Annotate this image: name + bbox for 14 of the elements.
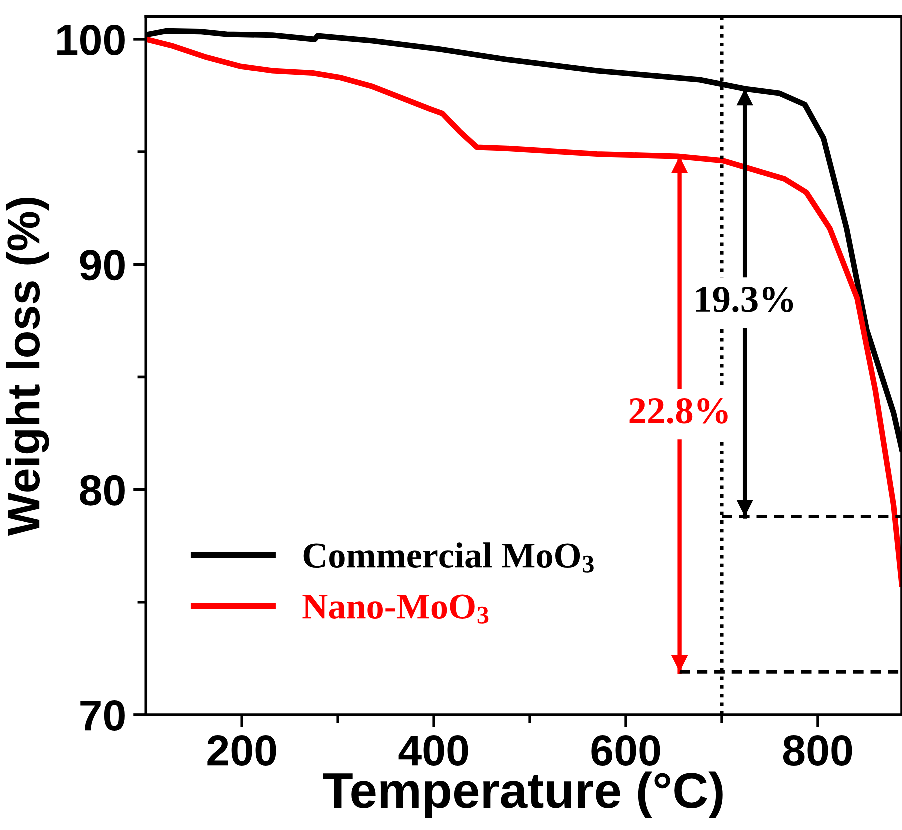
y-tick-label: 80 [80,475,125,506]
x-tick-label: 800 [783,736,852,766]
legend-label: Nano-MoO$_{3}$ [302,594,489,624]
y-tick-label: 90 [80,250,125,281]
annotation: 22.8% [630,398,728,424]
x-tick-label: 600 [592,736,660,766]
x-axis-title: Temperature (°C) [323,772,723,818]
y-tick-label: 100 [58,24,125,56]
y-tick-label: 70 [80,700,125,731]
y-axis-title: Weight loss (%) [6,198,50,536]
x-tick-label: 400 [398,736,468,766]
legend-label: Commercial MoO$_{3}$ [304,542,594,573]
x-tick-label: 200 [208,736,276,766]
annotation: 19.3% [696,286,794,312]
